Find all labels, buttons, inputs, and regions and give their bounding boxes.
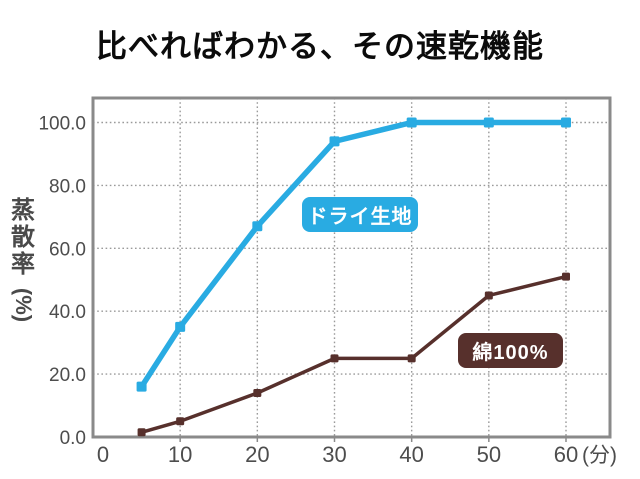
x-tick-label: 30 [322, 442, 346, 467]
data-point-marker [176, 417, 185, 426]
x-tick-label: 40 [399, 442, 423, 467]
x-tick-label: 60 [554, 442, 578, 467]
data-point-marker [253, 388, 262, 397]
data-point-marker [175, 321, 186, 332]
data-point-marker [483, 117, 494, 128]
data-point-marker [561, 117, 571, 128]
y-axis-title: 蒸散率 (%) [6, 197, 40, 322]
y-tick-label: 60.0 [49, 239, 86, 260]
x-tick-label: 10 [168, 442, 192, 467]
x-tick-label: 20 [245, 442, 269, 467]
y-tick-label: 100.0 [38, 114, 86, 135]
y-tick-label: 0.0 [60, 428, 86, 449]
data-point-marker [330, 354, 339, 363]
y-tick-label: 40.0 [49, 302, 86, 323]
data-point-marker [329, 136, 340, 147]
x-axis-unit: (分) [582, 444, 617, 467]
data-point-marker [136, 381, 147, 392]
data-point-marker [406, 117, 417, 128]
series-label-cotton-100: 綿100% [458, 333, 563, 368]
x-tick-label: 50 [477, 442, 501, 467]
plot-border [91, 96, 612, 439]
x-tick-label: 0 [97, 442, 109, 467]
data-point-marker [252, 221, 263, 232]
data-point-marker [484, 291, 493, 300]
data-point-marker [562, 272, 570, 281]
y-axis-title-text: 蒸散率 [10, 197, 35, 279]
data-point-marker [137, 428, 146, 437]
data-point-marker [407, 354, 416, 363]
y-tick-label: 80.0 [49, 176, 86, 197]
chart-title: 比べればわかる、その速乾機能 [96, 29, 544, 64]
y-tick-label: 20.0 [49, 365, 86, 386]
series-label-dry-fabric: ドライ生地 [302, 197, 418, 232]
